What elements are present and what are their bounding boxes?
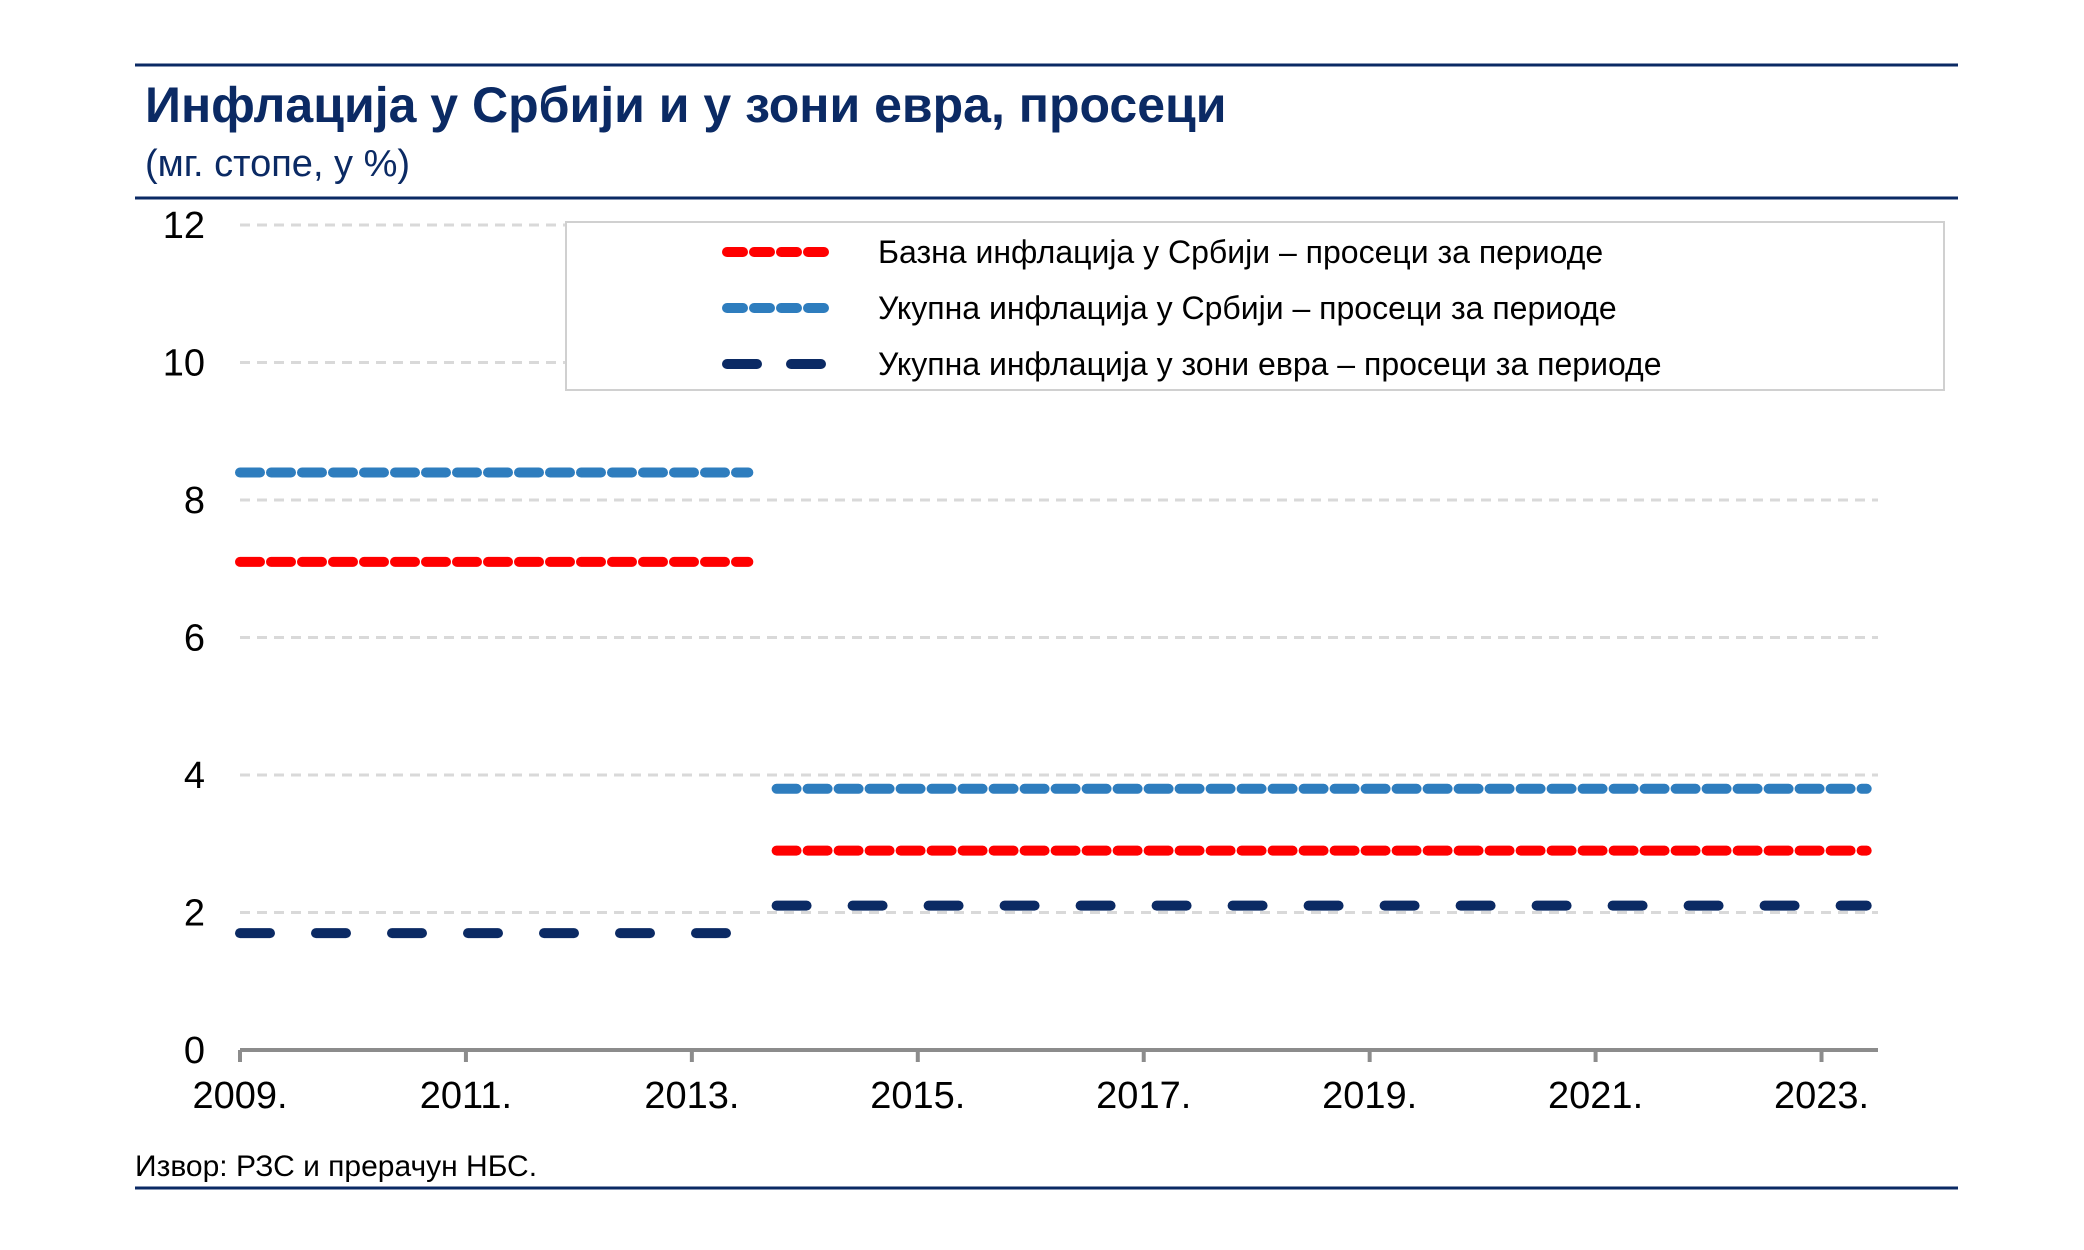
x-tick-label: 2011. bbox=[420, 1075, 512, 1117]
y-tick-label: 10 bbox=[163, 343, 205, 385]
x-tick-label: 2023. bbox=[1774, 1075, 1869, 1117]
legend: Базна инфлација у Србији – просеци за пе… bbox=[565, 221, 1945, 391]
y-tick-label: 6 bbox=[184, 618, 205, 660]
source-note: Извор: РЗС и прерачун НБС. bbox=[135, 1150, 537, 1183]
series-lines bbox=[235, 467, 1872, 939]
y-tick-label: 2 bbox=[184, 893, 205, 935]
y-tick-label: 8 bbox=[184, 480, 205, 522]
legend-label: Базна инфлација у Србији – просеци за пе… bbox=[878, 234, 1603, 270]
chart-title: Инфлација у Србији и у зони евра, просец… bbox=[145, 77, 1226, 133]
x-tick-label: 2019. bbox=[1322, 1075, 1417, 1117]
chart-subtitle: (мг. стопе, у %) bbox=[145, 143, 410, 185]
x-tick-label: 2015. bbox=[870, 1075, 965, 1117]
legend-label: Укупна инфлација у Србији – просеци за п… bbox=[878, 290, 1617, 326]
legend-label: Укупна инфлација у зони евра – просеци з… bbox=[878, 346, 1662, 382]
x-tick-label: 2017. bbox=[1096, 1075, 1191, 1117]
y-tick-label: 4 bbox=[184, 755, 205, 797]
y-tick-label: 12 bbox=[163, 205, 205, 247]
y-tick-label: 0 bbox=[184, 1030, 205, 1072]
x-axis: 2009. 2011. 2013. 2015. 2017. 2019. 2021. 2023. bbox=[192, 1048, 1878, 1117]
x-tick-label: 2013. bbox=[644, 1075, 739, 1117]
y-axis-ticks: 0 2 4 6 8 10 12 bbox=[163, 205, 205, 1072]
x-tick-label: 2021. bbox=[1548, 1075, 1643, 1117]
x-tick-label: 2009. bbox=[192, 1075, 287, 1117]
